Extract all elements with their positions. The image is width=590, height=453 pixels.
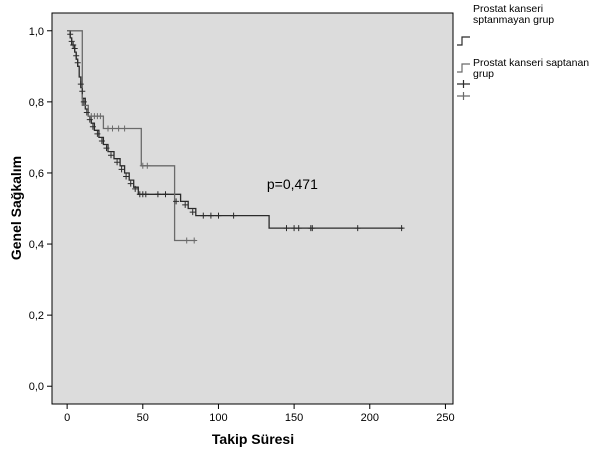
censor-mark-2 xyxy=(97,113,104,120)
censor-mark-1 xyxy=(73,52,80,59)
censor-mark-1 xyxy=(83,109,90,116)
legend-symbols xyxy=(457,36,470,100)
censor-mark-1 xyxy=(230,212,237,219)
legend-label-series-1-line-1: Prostat kanseri xyxy=(473,3,543,15)
censor-mark-2 xyxy=(109,125,116,132)
censor-mark-1 xyxy=(103,145,110,152)
censor-mark-1 xyxy=(200,212,207,219)
x-axis: 0 50 100 150 200 250 xyxy=(64,404,455,424)
legend-label-series-1: Prostat kanseri sptanmayan grup xyxy=(473,3,554,26)
y-tick-label: 0,0 xyxy=(29,381,44,393)
censor-mark-1 xyxy=(309,225,316,232)
censor-mark-1 xyxy=(71,45,78,52)
censor-mark-2 xyxy=(191,237,198,244)
y-axis-label: Genel Sağkalım xyxy=(8,156,24,260)
p-value-annotation: p=0,471 xyxy=(267,176,318,192)
censor-mark-2 xyxy=(183,237,190,244)
legend-label-series-1-line-2: sptanmayan grup xyxy=(473,14,554,26)
legend: Prostat kanseri sptanmayan grup Prostat … xyxy=(457,3,590,100)
series-line-1 xyxy=(67,30,404,229)
censor-mark-1 xyxy=(295,225,302,232)
censor-mark-1 xyxy=(108,152,114,159)
censor-mark-1 xyxy=(67,31,74,38)
censor-mark-1 xyxy=(79,88,86,95)
y-tick-label: 0,8 xyxy=(29,97,44,109)
x-tick-label: 50 xyxy=(137,412,149,424)
censor-mark-1 xyxy=(398,225,405,232)
censor-mark-1 xyxy=(114,159,121,166)
series-line-2 xyxy=(67,30,196,242)
legend-label-series-2-line-2: grup xyxy=(473,68,494,80)
censor-mark-1 xyxy=(94,130,101,137)
censor-mark-1 xyxy=(77,81,84,88)
censor-mark-1 xyxy=(74,59,81,66)
censor-mark-1 xyxy=(86,116,93,123)
censor-mark-1 xyxy=(80,98,87,105)
censor-mark-1 xyxy=(123,173,130,180)
censor-mark-1 xyxy=(182,201,189,208)
censor-mark-1 xyxy=(142,191,149,198)
censor-mark-1 xyxy=(118,166,125,173)
legend-line-series-1 xyxy=(457,36,470,46)
plot-area xyxy=(51,12,454,405)
censor-mark-1 xyxy=(70,42,77,48)
censor-mark-1 xyxy=(89,123,96,130)
censor-mark-1 xyxy=(173,198,180,205)
x-tick-label: 200 xyxy=(361,412,379,424)
y-tick-label: 0,4 xyxy=(29,239,44,251)
y-tick-label: 0,6 xyxy=(29,168,44,180)
censor-mark-1 xyxy=(154,191,161,198)
legend-label-series-2-line-1: Prostat kanseri saptanan xyxy=(473,57,589,69)
censor-mark-1 xyxy=(98,138,105,144)
legend-line-series-2 xyxy=(457,63,470,73)
censor-mark-2 xyxy=(144,162,151,169)
y-axis: 0,0 0,2 0,4 0,6 0,8 1,0 xyxy=(29,26,52,393)
censor-mark-1 xyxy=(283,225,290,232)
x-axis-label: Takip Süresi xyxy=(212,431,294,447)
legend-label-series-2: Prostat kanseri saptanan grup xyxy=(473,57,590,80)
censor-mark-1 xyxy=(207,212,214,219)
x-tick-label: 100 xyxy=(209,412,227,424)
series-lines xyxy=(67,30,404,242)
censor-mark-2 xyxy=(115,125,122,132)
censor-mark-1 xyxy=(215,212,222,219)
censor-mark-1 xyxy=(132,185,139,192)
legend-censor-series-2 xyxy=(457,92,470,100)
censor-mark-1 xyxy=(354,225,361,232)
censor-mark-2 xyxy=(121,125,128,132)
censor-mark-1 xyxy=(189,209,196,216)
censor-marks xyxy=(67,31,405,244)
x-tick-label: 150 xyxy=(285,412,303,424)
y-tick-label: 0,2 xyxy=(29,310,44,322)
censor-mark-1 xyxy=(127,180,134,187)
x-tick-label: 0 xyxy=(64,412,70,424)
censor-mark-1 xyxy=(162,191,169,198)
x-tick-label: 250 xyxy=(436,412,454,424)
y-tick-label: 1,0 xyxy=(29,26,44,38)
legend-censor-series-1 xyxy=(457,80,470,88)
censor-mark-1 xyxy=(68,38,75,45)
